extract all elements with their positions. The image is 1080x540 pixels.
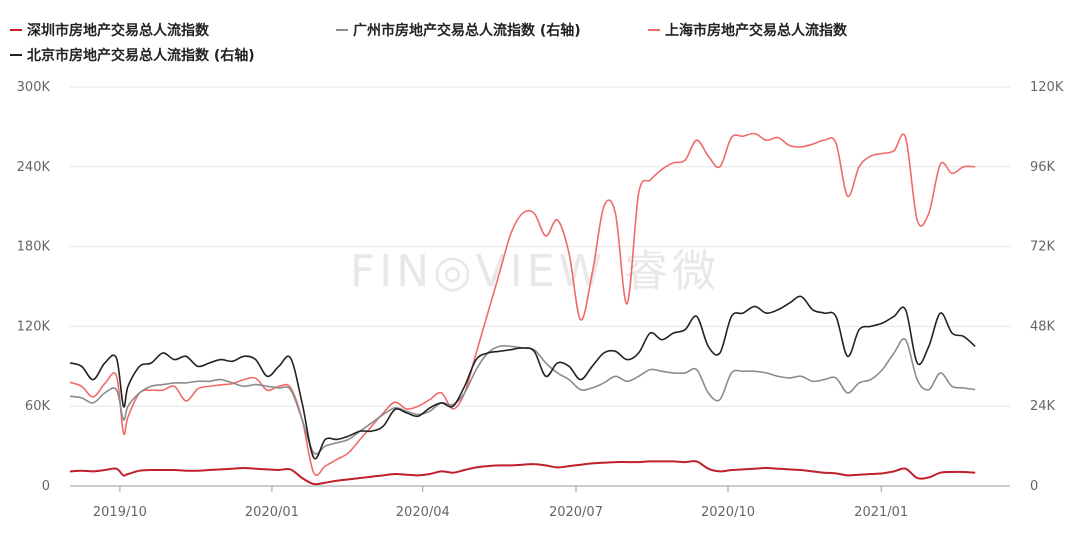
y-right-tick-label: 72K — [1030, 240, 1056, 255]
x-tick-label: 2020/07 — [549, 505, 603, 520]
legend-item-shenzhen[interactable]: 深圳市房地产交易总人流指数 — [10, 20, 209, 40]
axes: 0 0 60K 24K 120K 48K 180K 72K 240K 96K 300K 120K 201… — [17, 80, 1064, 520]
y-left-tick-label: 240K — [17, 160, 51, 175]
legend-label-shenzhen: 深圳市房地产交易总人流指数 — [27, 23, 209, 39]
y-right-tick-label: 0 — [1030, 479, 1038, 494]
y-left-tick-label: 300K — [17, 80, 51, 95]
legend-swatch-shanghai — [648, 29, 660, 31]
y-left-tick-label: 0 — [42, 479, 50, 494]
legend-item-beijing[interactable]: 北京市房地产交易总人流指数 (右轴) — [10, 45, 255, 65]
legend-swatch-guangzhou — [336, 29, 348, 31]
legend-swatch-shenzhen — [10, 29, 22, 31]
series-line-shanghai — [69, 132, 976, 477]
series-line-beijing — [69, 295, 976, 460]
gridlines — [70, 86, 1010, 407]
y-left-tick-label: 60K — [25, 399, 51, 414]
x-tick-label: 2020/10 — [701, 505, 755, 520]
series-line-guangzhou — [69, 338, 976, 455]
x-tick-label: 2020/04 — [396, 505, 450, 520]
legend-item-guangzhou[interactable]: 广州市房地产交易总人流指数 (右轴) — [336, 20, 581, 40]
x-tick-label: 2019/10 — [93, 505, 147, 520]
y-right-tick-label: 120K — [1030, 80, 1064, 95]
y-left-tick-label: 180K — [17, 240, 51, 255]
legend-swatch-beijing — [10, 54, 22, 56]
watermark-text: FIN◎VIEW 睿微 — [350, 246, 720, 297]
series-line-shenzhen — [69, 460, 976, 486]
legend-label-guangzhou: 广州市房地产交易总人流指数 (右轴) — [353, 23, 581, 39]
y-right-tick-label: 24K — [1030, 399, 1056, 414]
y-right-tick-label: 48K — [1030, 319, 1056, 334]
x-tick-label: 2020/01 — [245, 505, 299, 520]
legend-item-shanghai[interactable]: 上海市房地产交易总人流指数 — [648, 20, 847, 40]
y-left-tick-label: 120K — [17, 319, 51, 334]
series-lines — [69, 132, 976, 486]
y-right-tick-label: 96K — [1030, 160, 1056, 175]
legend-label-shanghai: 上海市房地产交易总人流指数 — [665, 23, 847, 39]
x-tick-label: 2021/01 — [854, 505, 908, 520]
legend: 深圳市房地产交易总人流指数 广州市房地产交易总人流指数 (右轴) 上海市房地产交… — [0, 0, 1080, 70]
legend-label-beijing: 北京市房地产交易总人流指数 (右轴) — [27, 48, 255, 64]
